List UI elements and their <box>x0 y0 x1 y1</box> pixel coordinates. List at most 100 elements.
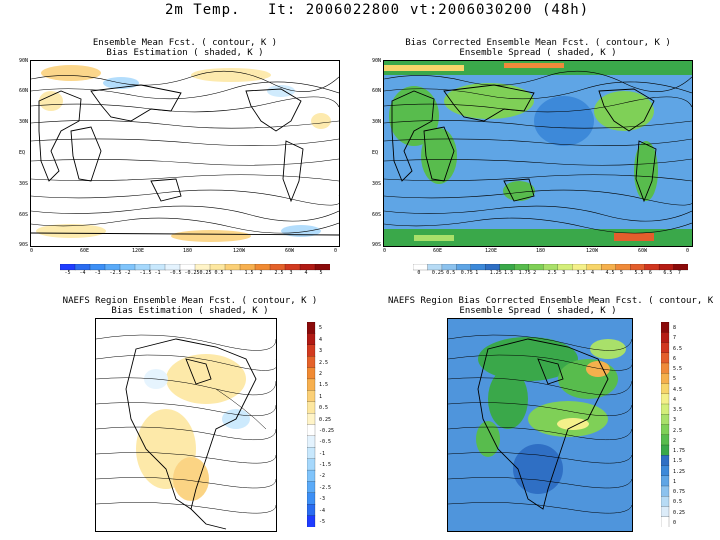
spread-colorbar-v-label: 3.5 <box>673 407 683 414</box>
spread-colorbar-h-label: 0.5 <box>446 270 456 276</box>
bias-colorbar-h-label: 0.25 <box>199 270 212 276</box>
bias-colorbar-v-swatch <box>307 322 316 334</box>
bias-colorbar-v-swatch <box>307 435 316 448</box>
bias-colorbar-v-swatch <box>307 447 316 460</box>
tl-lat-tick-3: EQ <box>19 150 26 156</box>
naefs-coastlines <box>125 338 257 530</box>
global-bias-map <box>30 60 340 247</box>
spread-colorbar-v-label: 6.5 <box>673 345 683 352</box>
bias-colorbar-v-swatch <box>307 481 316 494</box>
naefs-spread-shading <box>448 319 632 531</box>
spread-colorbar-h-label: 1 <box>475 270 479 276</box>
bias-colorbar-h-label: -5 <box>64 270 71 276</box>
bias-colorbar-v-label: -0.25 <box>319 427 335 434</box>
tr-lon-tick-6: 0 <box>686 248 690 254</box>
spread-colorbar-h-label: 1.75 <box>518 270 531 276</box>
spread-colorbar-v-swatch <box>661 383 670 395</box>
global-spread-map <box>383 60 693 247</box>
spread-colorbar-v-label: 7 <box>673 335 677 342</box>
bias-colorbar-h-label: 2 <box>259 270 263 276</box>
spread-colorbar-h-label: 3.5 <box>576 270 586 276</box>
spread-colorbar-h-swatch <box>615 264 631 271</box>
tr-lat-tick-1: 60N <box>372 88 382 94</box>
bias-colorbar-v-label: 2 <box>319 370 323 377</box>
tl-lat-tick-4: 30S <box>19 181 29 187</box>
tl-lon-tick-3: 180 <box>183 248 193 254</box>
spread-colorbar-v-swatch <box>661 506 670 518</box>
spread-colorbar-v-swatch <box>661 322 670 333</box>
spread-colorbar-h-swatch <box>413 264 429 271</box>
bias-colorbar-v-swatch <box>307 458 316 471</box>
bias-colorbar-h-label: 3 <box>289 270 293 276</box>
tl-lat-tick-1: 60N <box>19 88 29 94</box>
spread-colorbar-v-label: 0.75 <box>673 489 686 496</box>
spread-colorbar-v-swatch <box>661 414 670 426</box>
spread-colorbar-v-label: 1.25 <box>673 468 686 475</box>
bias-colorbar-h-label: -4 <box>79 270 86 276</box>
naefs-bias-map <box>95 318 277 532</box>
top-left-title-line2: Bias Estimation ( shaded, K ) <box>106 48 264 58</box>
tl-lat-tick-6: 90S <box>19 242 29 248</box>
spread-colorbar-h-swatch <box>586 264 602 271</box>
bias-colorbar-h-swatch <box>224 264 241 271</box>
spread-colorbar-v-label: 4 <box>673 396 677 403</box>
bias-colorbar-v-label: -2 <box>319 473 326 480</box>
spread-colorbar-h-label: 5 <box>619 270 623 276</box>
coastlines-right <box>391 84 657 203</box>
spread-colorbar-v-swatch <box>661 403 670 415</box>
bias-colorbar-h-label: -2.5 <box>109 270 122 276</box>
tl-lat-tick-5: 60S <box>19 212 29 218</box>
tr-lon-tick-0: 0 <box>383 248 387 254</box>
temperature-contours <box>31 70 339 234</box>
spread-colorbar-v-label: 1.5 <box>673 458 683 465</box>
spread-colorbar-v-swatch <box>661 362 670 374</box>
tr-lon-tick-5: 60W <box>638 248 648 254</box>
bias-colorbar-v-label: -5 <box>319 519 326 526</box>
tl-lon-tick-5: 60W <box>285 248 295 254</box>
bias-colorbar-h-swatch <box>299 264 316 271</box>
spread-colorbar-h-label: 0.25 <box>431 270 444 276</box>
spread-colorbar-v-label: 1 <box>673 478 677 485</box>
spread-colorbar-v-label: 0 <box>673 519 677 526</box>
bias-colorbar-v-label: -2.5 <box>319 484 332 491</box>
spread-colorbar-v-swatch <box>661 352 670 364</box>
tr-lon-tick-2: 120E <box>485 248 498 254</box>
bias-colorbar-v-label: 0.25 <box>319 416 332 423</box>
spread-colorbar-h-label: 3 <box>562 270 566 276</box>
variable-title: 2m Temp. <box>165 2 241 18</box>
bias-colorbar-v-swatch <box>307 413 316 426</box>
spread-colorbar-v-swatch <box>661 342 670 354</box>
bottom-left-title-line1: NAEFS Region Ensemble Mean Fcst. ( conto… <box>62 296 318 306</box>
spread-colorbar-h-label: 1.5 <box>504 270 514 276</box>
bias-colorbar-v-swatch <box>307 424 316 437</box>
naefs-spread-map <box>447 318 633 532</box>
bias-shading <box>36 65 331 242</box>
bias-colorbar-v-swatch <box>307 378 316 391</box>
spread-colorbar-horizontal: 0 0.25 0.5 0.75 1 1.25 1.5 1.75 2 2.5 3 3.5 4 4.5 5 5.5… <box>413 264 688 276</box>
bias-colorbar-v-label: 4 <box>319 336 323 343</box>
spread-colorbar-v-swatch <box>661 393 670 405</box>
spread-colorbar-v-label: 3 <box>673 417 677 424</box>
top-right-title-line1: Bias Corrected Ensemble Mean Fcst. ( con… <box>405 38 671 48</box>
spread-colorbar-h-label: 7 <box>677 270 681 276</box>
bias-colorbar-v-label: 0.5 <box>319 405 329 412</box>
spread-colorbar-h-label: 0 <box>417 270 421 276</box>
bias-colorbar-v-label: 2.5 <box>319 359 329 366</box>
spread-colorbar-h-swatch <box>528 264 544 271</box>
bias-colorbar-v-label: 5 <box>319 325 323 332</box>
spread-colorbar-h-swatch <box>470 264 486 271</box>
tr-lat-tick-3: EQ <box>372 150 379 156</box>
bias-colorbar-h-label: -0.25 <box>184 270 200 276</box>
naefs-contours <box>96 334 276 514</box>
bias-colorbar-vertical: 5 4 3 2.5 2 1.5 1 0.5 0.25 -0.25 -0.5 -1 -1.5 -2 -2.5 -… <box>307 322 334 527</box>
spread-colorbar-h-label: 2.5 <box>547 270 557 276</box>
bias-colorbar-v-swatch <box>307 367 316 380</box>
tl-lat-tick-2: 30N <box>19 119 29 125</box>
bias-colorbar-v-swatch <box>307 492 316 505</box>
bottom-left-title-line2: Bias Estimation ( shaded, K ) <box>111 306 269 316</box>
bias-colorbar-v-label: 3 <box>319 348 323 355</box>
spread-colorbar-v-label: 5.5 <box>673 366 683 373</box>
bias-colorbar-h-label: -3 <box>94 270 101 276</box>
spread-colorbar-v-label: 0.5 <box>673 499 683 506</box>
bias-colorbar-v-swatch <box>307 333 316 346</box>
